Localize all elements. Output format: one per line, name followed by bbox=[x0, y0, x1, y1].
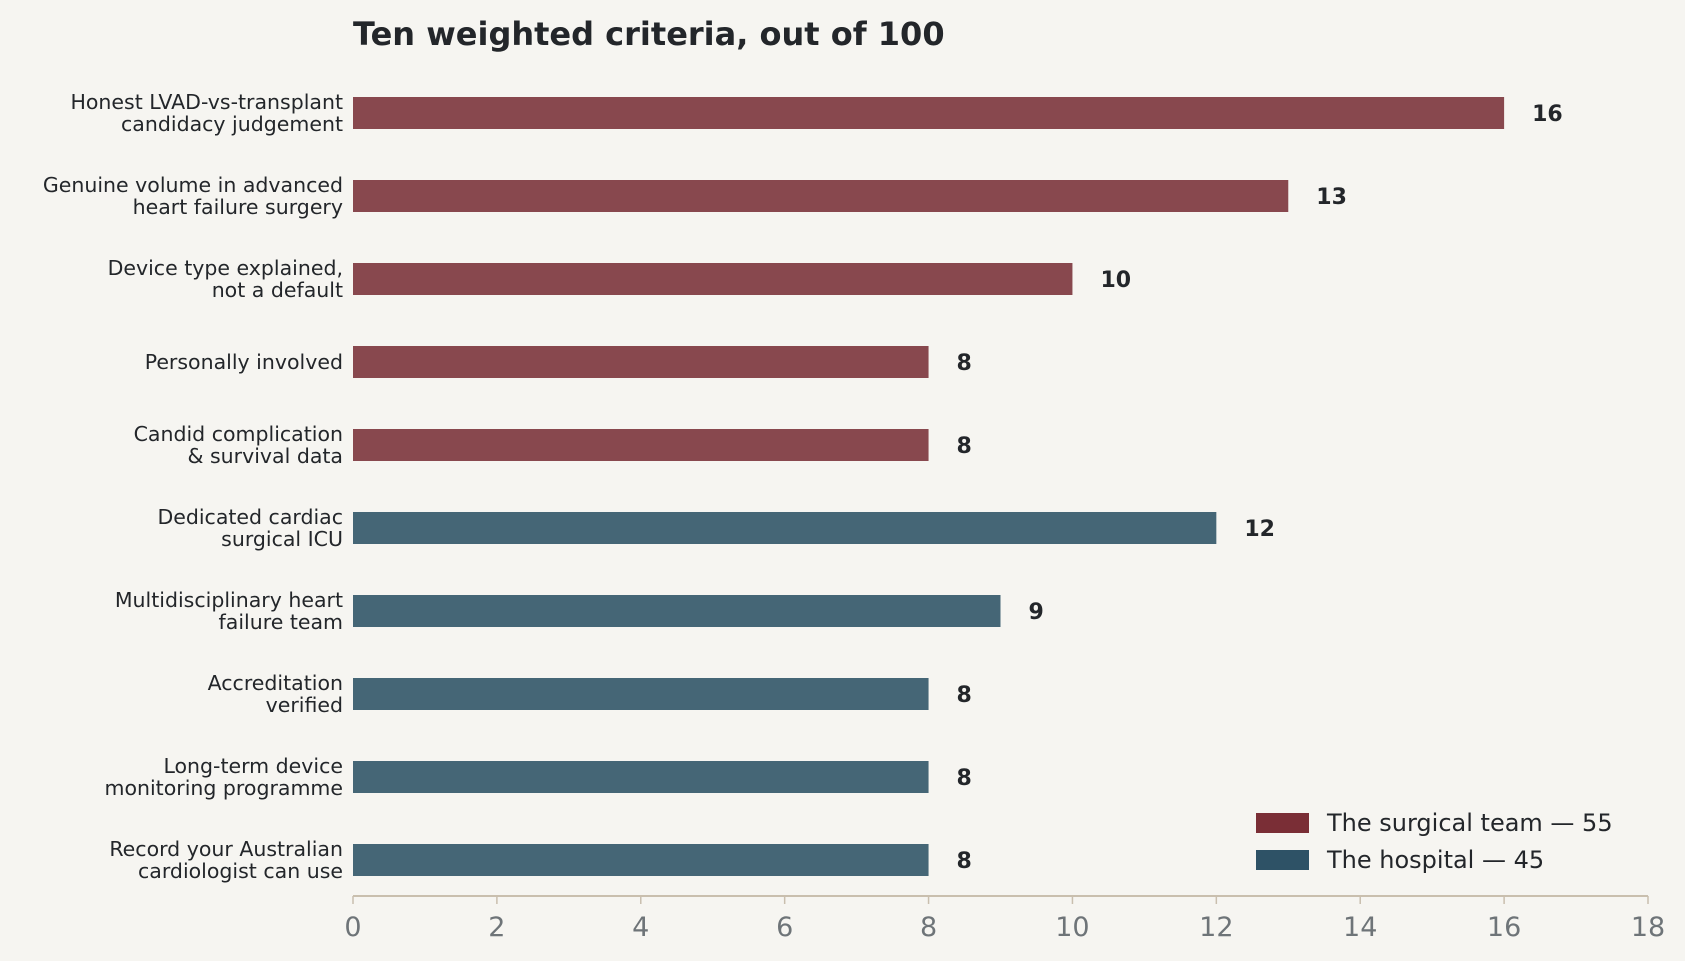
x-tick-label: 0 bbox=[344, 912, 361, 943]
value-labels: 16 13 10 8 8 12 9 8 8 8 bbox=[957, 102, 1563, 874]
category-label: Honest LVAD-vs-transplant candidacy judge… bbox=[70, 90, 343, 136]
category-label: Long-term device monitoring programme bbox=[104, 754, 343, 800]
value-label: 13 bbox=[1316, 185, 1347, 210]
x-tick-label: 8 bbox=[920, 912, 937, 943]
category-label-line: Long-term device bbox=[163, 754, 343, 778]
legend: The surgical team — 55 The hospital — 45 bbox=[1256, 809, 1613, 874]
category-label: Accreditation verified bbox=[208, 671, 343, 717]
category-label-line: Honest LVAD-vs-transplant bbox=[70, 90, 343, 114]
category-label-line: candidacy judgement bbox=[121, 112, 343, 136]
category-label-line: Personally involved bbox=[145, 350, 343, 374]
value-label: 8 bbox=[957, 849, 972, 874]
category-label-line: Record your Australian bbox=[109, 837, 343, 861]
category-label: Candid complication & survival data bbox=[134, 422, 343, 468]
value-label: 8 bbox=[957, 351, 972, 376]
x-tick-label: 18 bbox=[1631, 912, 1665, 943]
category-label-line: Multidisciplinary heart bbox=[115, 588, 343, 612]
category-label: Dedicated cardiac surgical ICU bbox=[157, 505, 343, 551]
value-label: 16 bbox=[1532, 102, 1563, 127]
category-label-line: not a default bbox=[212, 278, 343, 302]
bars bbox=[353, 97, 1505, 876]
category-label-line: Device type explained, bbox=[108, 256, 343, 280]
category-label-line: monitoring programme bbox=[104, 776, 343, 800]
bar bbox=[353, 512, 1217, 544]
legend-label: The surgical team — 55 bbox=[1326, 809, 1613, 837]
category-label: Personally involved bbox=[145, 350, 343, 374]
x-tick-label: 16 bbox=[1487, 912, 1521, 943]
legend-swatch bbox=[1256, 850, 1309, 870]
category-label-line: failure team bbox=[219, 610, 343, 634]
category-label: Record your Australian cardiologist can u… bbox=[109, 837, 343, 883]
legend-swatch bbox=[1256, 813, 1309, 833]
bar bbox=[353, 429, 929, 461]
category-label-line: heart failure surgery bbox=[133, 195, 343, 219]
x-tick-label: 14 bbox=[1343, 912, 1377, 943]
x-axis: 0 2 4 6 8 10 12 14 16 18 bbox=[344, 895, 1665, 943]
category-label-line: Accreditation bbox=[208, 671, 343, 695]
category-label-line: surgical ICU bbox=[221, 527, 343, 551]
bar bbox=[353, 346, 929, 378]
category-labels: Honest LVAD-vs-transplant candidacy judge… bbox=[43, 90, 343, 883]
value-label: 8 bbox=[957, 683, 972, 708]
category-label: Genuine volume in advanced heart failure … bbox=[43, 173, 343, 219]
value-label: 8 bbox=[957, 434, 972, 459]
legend-label: The hospital — 45 bbox=[1326, 846, 1544, 874]
category-label-line: verified bbox=[266, 693, 343, 717]
bar bbox=[353, 97, 1505, 129]
category-label-line: Genuine volume in advanced bbox=[43, 173, 343, 197]
bar bbox=[353, 595, 1001, 627]
x-tick-label: 6 bbox=[776, 912, 793, 943]
category-label-line: & survival data bbox=[187, 444, 343, 468]
bar bbox=[353, 263, 1073, 295]
bar bbox=[353, 761, 929, 793]
x-tick-label: 10 bbox=[1055, 912, 1089, 943]
category-label: Multidisciplinary heart failure team bbox=[115, 588, 343, 634]
value-label: 10 bbox=[1100, 268, 1131, 293]
x-tick-label: 2 bbox=[488, 912, 505, 943]
bar bbox=[353, 844, 929, 876]
x-tick-label: 12 bbox=[1199, 912, 1233, 943]
bar bbox=[353, 678, 929, 710]
value-label: 12 bbox=[1244, 517, 1275, 542]
category-label-line: Candid complication bbox=[134, 422, 343, 446]
category-label: Device type explained, not a default bbox=[108, 256, 343, 302]
value-label: 9 bbox=[1029, 600, 1044, 625]
chart-title: Ten weighted criteria, out of 100 bbox=[353, 15, 945, 53]
value-label: 8 bbox=[957, 766, 972, 791]
category-label-line: cardiologist can use bbox=[138, 859, 343, 883]
category-label-line: Dedicated cardiac bbox=[157, 505, 343, 529]
bar bbox=[353, 180, 1289, 212]
x-tick-label: 4 bbox=[632, 912, 649, 943]
